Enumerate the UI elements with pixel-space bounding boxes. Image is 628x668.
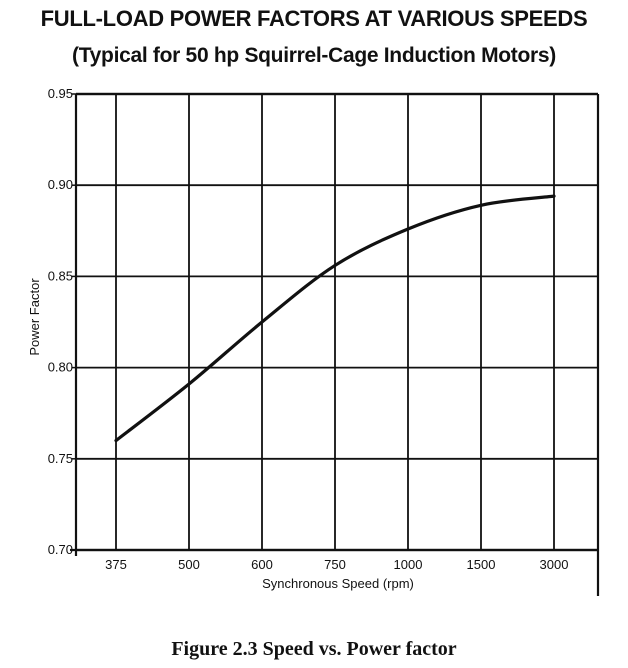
x-tick-label: 750 — [324, 557, 346, 572]
figure-caption: Figure 2.3 Speed vs. Power factor — [171, 638, 457, 660]
y-tick-label: 0.80 — [48, 360, 73, 375]
data-point — [333, 264, 337, 267]
y-tick-label: 0.70 — [48, 542, 73, 557]
data-point — [187, 382, 191, 386]
x-tick-label: 1000 — [394, 557, 423, 572]
chart-grid — [76, 92, 598, 552]
data-point — [552, 194, 556, 198]
chart-series-layer — [114, 194, 556, 443]
x-axis-title: Synchronous Speed (rpm) — [262, 576, 414, 591]
chart-subtitle: (Typical for 50 hp Squirrel-Cage Inducti… — [72, 44, 556, 67]
data-point — [406, 227, 410, 231]
x-tick-label: 500 — [178, 557, 200, 572]
data-point — [114, 439, 118, 442]
power-factor-chart: 0.70 0.75 0.80 0.85 0.90 0.95 375 500 600 750 1000… — [27, 86, 600, 596]
y-tick-label: 0.75 — [48, 451, 73, 466]
y-axis-title: Power Factor — [27, 278, 42, 356]
y-tick-label: 0.90 — [48, 177, 73, 192]
data-point — [479, 203, 483, 207]
chart-axes — [70, 92, 600, 596]
x-tick-label: 375 — [105, 557, 127, 572]
chart-title: FULL-LOAD POWER FACTORS AT VARIOUS SPEED… — [40, 6, 588, 31]
chart-labels: 0.70 0.75 0.80 0.85 0.90 0.95 375 500 600 750 1000… — [27, 86, 568, 591]
x-tick-label: 3000 — [540, 557, 569, 572]
x-tick-label: 1500 — [467, 557, 496, 572]
y-tick-label: 0.95 — [48, 86, 73, 101]
y-tick-label: 0.85 — [48, 268, 73, 283]
data-point — [260, 320, 264, 324]
x-tick-label: 600 — [251, 557, 273, 572]
